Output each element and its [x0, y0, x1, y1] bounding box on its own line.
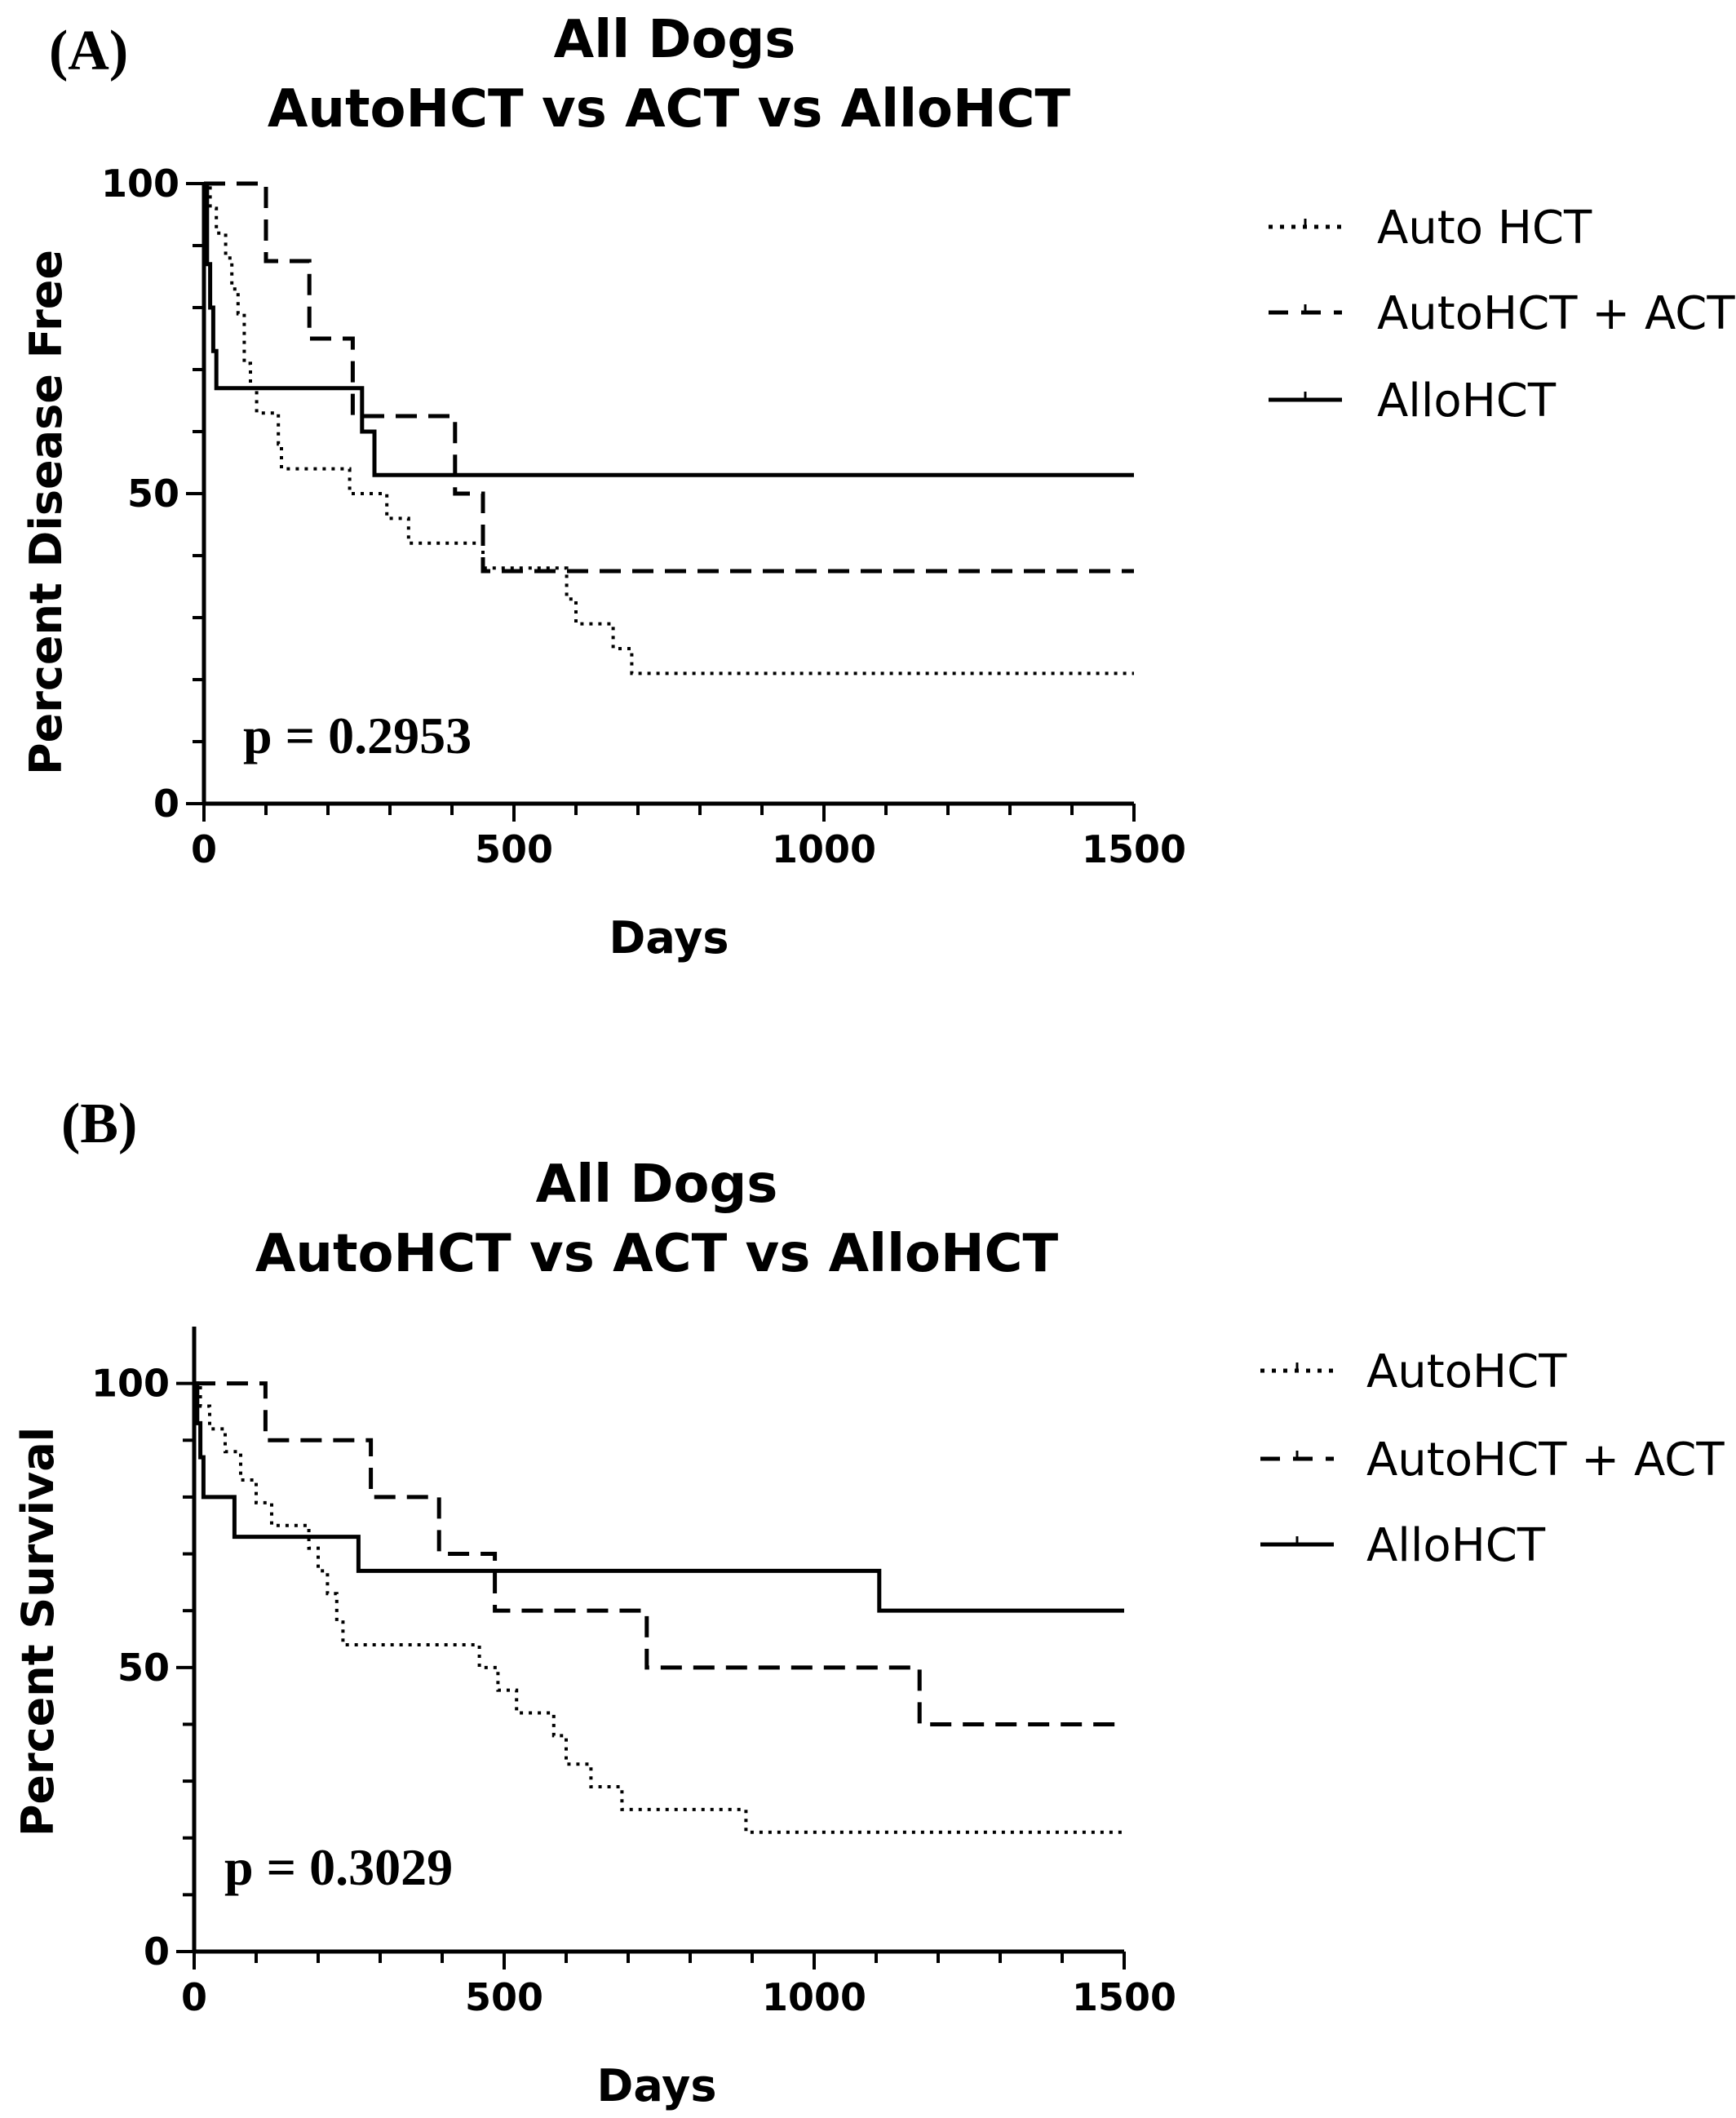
- chart-b-legend: AutoHCT AutoHCT + ACT AlloHCT: [1260, 1345, 1725, 1572]
- chart-a-title-line-1: All Dogs: [554, 10, 796, 70]
- chart-a-plot-area: 0 500 1000 1500 0 50 100: [101, 162, 1186, 871]
- series-line-2: [194, 1381, 1124, 1726]
- x-tick-label: 1000: [772, 827, 876, 871]
- legend-label-3: AlloHCT: [1377, 374, 1557, 428]
- legend-label-1: AutoHCT: [1366, 1345, 1567, 1398]
- legend-label-2: AutoHCT + ACT: [1377, 287, 1735, 340]
- chart-a-title-line-2: AutoHCT vs ACT vs AlloHCT: [268, 79, 1071, 140]
- x-tick-label: 0: [181, 1975, 207, 2019]
- x-tick-label: 0: [191, 827, 217, 871]
- legend-label-1: Auto HCT: [1377, 202, 1592, 255]
- x-tick-label: 1500: [1072, 1975, 1176, 2019]
- y-tick-label: 50: [127, 472, 179, 516]
- panel-label-a: (A): [49, 20, 128, 82]
- series-line-3: [204, 181, 1134, 477]
- chart-a-legend: Auto HCT AutoHCT + ACT AlloHCT: [1269, 202, 1735, 428]
- x-tick-label: 500: [475, 827, 553, 871]
- panel-label-b: (B): [61, 1092, 137, 1155]
- chart-a-p-value: p = 0.2953: [243, 707, 472, 764]
- chart-b-title-line-2: AutoHCT vs ACT vs AlloHCT: [255, 1224, 1059, 1284]
- x-tick-label: 1000: [762, 1975, 866, 2019]
- chart-a-y-axis-label: Percent Disease Free: [20, 250, 72, 775]
- x-tick-label: 1500: [1082, 827, 1186, 871]
- chart-a-x-axis-label: Days: [609, 912, 729, 964]
- series-line-1: [204, 182, 1134, 676]
- series-line-2: [204, 181, 1134, 574]
- y-tick-label: 0: [144, 1930, 170, 1974]
- y-tick-label: 100: [91, 1362, 170, 1406]
- y-tick-label: 100: [101, 162, 179, 206]
- legend-label-2: AutoHCT + ACT: [1366, 1433, 1725, 1487]
- chart-panel-b: (B) All Dogs AutoHCT vs ACT vs AlloHCT p…: [12, 1092, 1725, 2111]
- chart-b-plot-area: 0 500 1000 1500 0 50 100: [91, 1327, 1176, 2019]
- x-tick-label: 500: [465, 1975, 543, 2019]
- chart-b-y-axis-label: Percent Survival: [12, 1427, 64, 1837]
- chart-panel-a: (A) All Dogs AutoHCT vs ACT vs AlloHCT p…: [20, 10, 1735, 964]
- chart-b-title-line-1: All Dogs: [536, 1154, 778, 1215]
- y-tick-label: 0: [153, 782, 179, 826]
- y-tick-label: 50: [117, 1646, 170, 1690]
- chart-b-x-axis-label: Days: [597, 2060, 717, 2111]
- series-line-1: [194, 1381, 1124, 1834]
- chart-b-p-value: p = 0.3029: [224, 1838, 453, 1896]
- legend-label-3: AlloHCT: [1366, 1519, 1546, 1572]
- series-line-3: [194, 1381, 1124, 1613]
